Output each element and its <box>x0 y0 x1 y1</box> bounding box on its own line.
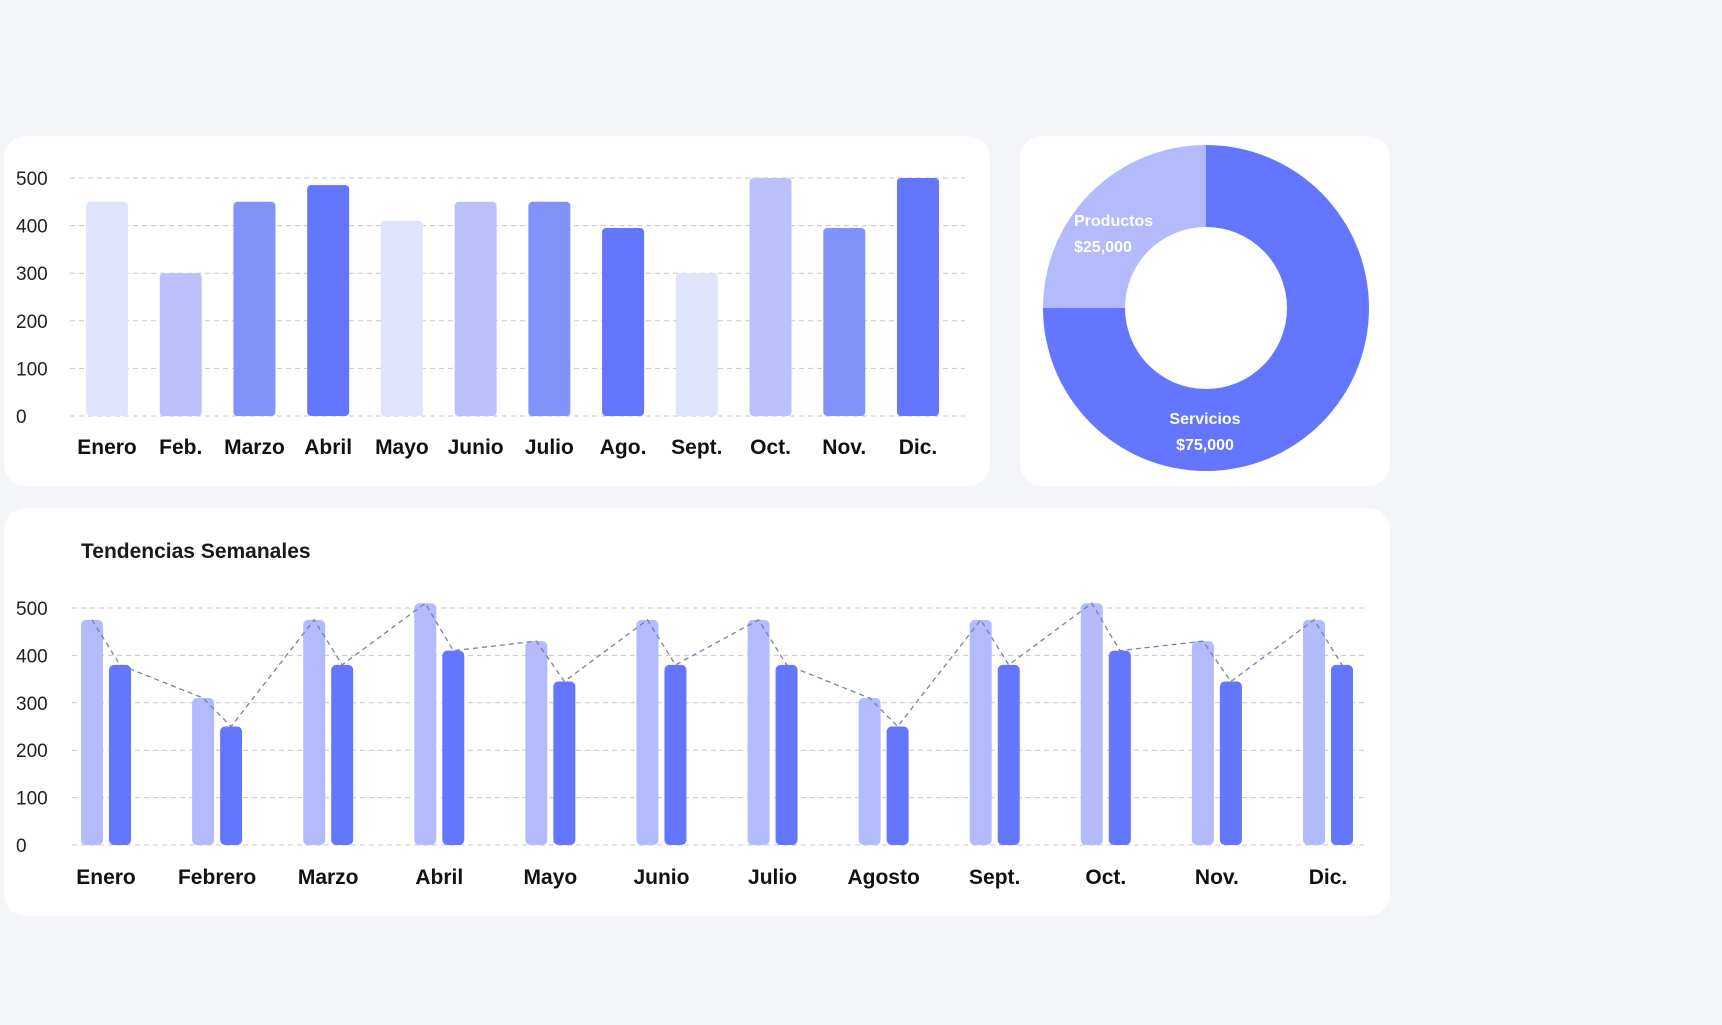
chart-title: Tendencias Semanales <box>81 540 311 563</box>
bar-series-2 <box>886 726 909 845</box>
donut-slice <box>1043 145 1206 308</box>
slice-value: $25,000 <box>1074 239 1132 256</box>
x-tick-label: Agosto <box>847 866 919 889</box>
x-tick-label: Julio <box>525 436 574 459</box>
donut-slice <box>1043 145 1369 471</box>
x-tick-label: Junio <box>633 866 689 889</box>
monthly-bar-chart: 0 100 200 300 400 500 Enero Feb. Marzo Abril Mayo J… <box>16 169 965 459</box>
x-tick-label: Abril <box>304 436 352 459</box>
y-tick-label: 200 <box>16 741 48 762</box>
bar-series-1 <box>636 619 659 845</box>
bar <box>897 178 939 416</box>
bar-series-1 <box>969 619 992 845</box>
x-tick-label: Mayo <box>524 866 578 889</box>
bar-series-1 <box>1303 619 1325 845</box>
bar <box>307 185 350 416</box>
donut-chart: Servicios $75,000 Productos $25,000 <box>1043 145 1369 471</box>
bar <box>823 227 866 416</box>
bar-series-1 <box>192 698 215 845</box>
x-tick-label: Nov. <box>1195 866 1239 889</box>
bar <box>528 201 571 416</box>
x-tick-label: Oct. <box>1085 866 1126 889</box>
bar-series-2 <box>775 664 798 845</box>
y-tick-label: 300 <box>16 264 48 285</box>
x-tick-label: Nov. <box>822 436 866 459</box>
y-tick-label: 100 <box>16 359 48 380</box>
bar-series-1 <box>414 603 437 845</box>
bar-series-2 <box>220 726 243 845</box>
y-tick-label: 500 <box>16 599 48 620</box>
y-tick-label: 400 <box>16 217 48 238</box>
bar-series-1 <box>858 698 881 845</box>
x-tick-label: Marzo <box>224 436 285 459</box>
bar-series-1 <box>1080 603 1103 845</box>
bar-series-2 <box>1108 650 1131 845</box>
x-tick-label: Abril <box>415 866 463 889</box>
y-tick-label: 0 <box>16 836 27 857</box>
x-tick-label: Enero <box>76 866 136 889</box>
bar-series-2 <box>664 664 687 845</box>
bar-series-2 <box>1331 664 1353 845</box>
x-tick-label: Sept. <box>671 436 722 459</box>
bar-series-1 <box>747 619 770 845</box>
weekly-trends-card <box>4 508 1390 916</box>
x-tick-label: Mayo <box>375 436 429 459</box>
bar <box>454 201 497 416</box>
bar <box>380 220 423 416</box>
x-tick-label: Junio <box>448 436 504 459</box>
y-tick-label: 200 <box>16 312 48 333</box>
x-tick-label: Dic. <box>1309 866 1348 889</box>
trend-line <box>91 602 1343 728</box>
x-tick-label: Oct. <box>750 436 791 459</box>
y-tick-label: 0 <box>16 407 27 428</box>
x-tick-label: Febrero <box>178 866 256 889</box>
slice-label: Productos <box>1074 213 1153 230</box>
bar-series-1 <box>81 619 103 845</box>
bar-series-2 <box>109 664 131 845</box>
x-tick-label: Sept. <box>969 866 1020 889</box>
bar-series-2 <box>997 664 1020 845</box>
bar-series-2 <box>553 681 576 845</box>
slice-value: $75,000 <box>1176 437 1234 454</box>
bar-series-1 <box>1191 641 1214 845</box>
bar <box>675 273 718 416</box>
x-tick-label: Enero <box>77 436 137 459</box>
y-tick-label: 400 <box>16 646 48 667</box>
bar-series-1 <box>525 641 548 845</box>
bar <box>602 227 645 416</box>
x-tick-label: Julio <box>748 866 797 889</box>
bar <box>233 201 276 416</box>
bar-series-2 <box>1219 681 1242 845</box>
bar-series-2 <box>331 664 354 845</box>
weekly-trends-chart: Tendencias Semanales 0 100 200 300 400 500 Ene… <box>16 540 1368 889</box>
bar <box>86 201 128 416</box>
bar <box>159 273 202 416</box>
x-tick-label: Marzo <box>298 866 359 889</box>
x-tick-label: Dic. <box>899 436 938 459</box>
y-tick-label: 100 <box>16 789 48 810</box>
bar-series-2 <box>442 650 465 845</box>
x-tick-label: Feb. <box>159 436 202 459</box>
bar-series-1 <box>303 619 326 845</box>
y-tick-label: 300 <box>16 694 48 715</box>
bar <box>749 178 792 416</box>
x-tick-label: Ago. <box>600 436 647 459</box>
y-tick-label: 500 <box>16 169 48 190</box>
slice-label: Servicios <box>1169 411 1240 428</box>
